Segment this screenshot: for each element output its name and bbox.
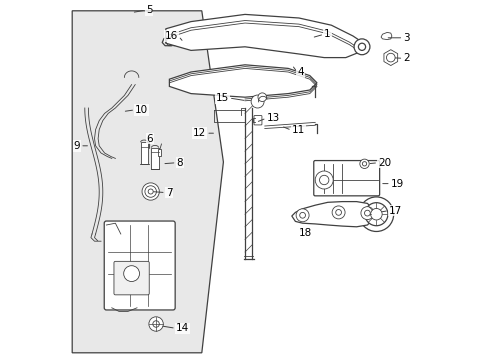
- Circle shape: [360, 159, 369, 168]
- Circle shape: [149, 317, 163, 331]
- Circle shape: [319, 175, 329, 185]
- Text: 3: 3: [403, 33, 410, 43]
- Text: 10: 10: [135, 105, 148, 115]
- Bar: [141, 142, 148, 164]
- Text: 9: 9: [74, 141, 80, 151]
- Text: 11: 11: [292, 125, 305, 135]
- Text: 19: 19: [391, 179, 404, 189]
- Circle shape: [363, 162, 367, 166]
- Circle shape: [300, 212, 305, 218]
- Text: 8: 8: [176, 158, 183, 168]
- Circle shape: [315, 171, 333, 189]
- Circle shape: [354, 39, 370, 55]
- Polygon shape: [72, 11, 223, 353]
- Circle shape: [153, 321, 159, 327]
- Polygon shape: [384, 50, 398, 66]
- FancyBboxPatch shape: [114, 261, 149, 295]
- Circle shape: [336, 210, 342, 215]
- Circle shape: [145, 186, 156, 197]
- Circle shape: [251, 95, 264, 108]
- Circle shape: [358, 43, 366, 50]
- Text: 2: 2: [403, 53, 410, 63]
- Circle shape: [359, 197, 393, 231]
- Text: 17: 17: [389, 206, 402, 216]
- Text: 20: 20: [378, 158, 392, 168]
- Circle shape: [370, 208, 382, 220]
- Text: 12: 12: [193, 128, 206, 138]
- Circle shape: [148, 189, 153, 194]
- Circle shape: [142, 183, 159, 200]
- FancyBboxPatch shape: [104, 221, 175, 310]
- Text: 5: 5: [146, 5, 152, 15]
- Text: 14: 14: [176, 323, 189, 333]
- Polygon shape: [166, 14, 364, 58]
- Text: 13: 13: [267, 113, 280, 123]
- Bar: [151, 148, 159, 169]
- Text: 6: 6: [147, 134, 153, 144]
- Circle shape: [258, 93, 267, 102]
- FancyBboxPatch shape: [314, 161, 380, 196]
- Text: 1: 1: [324, 29, 331, 39]
- Circle shape: [332, 206, 345, 219]
- Circle shape: [387, 53, 395, 62]
- Circle shape: [296, 209, 309, 222]
- Bar: [158, 149, 161, 156]
- Polygon shape: [292, 202, 373, 227]
- Polygon shape: [170, 65, 317, 97]
- Circle shape: [365, 210, 370, 216]
- Circle shape: [365, 203, 388, 226]
- Text: 7: 7: [166, 188, 172, 198]
- Text: 16: 16: [165, 31, 178, 41]
- FancyBboxPatch shape: [254, 116, 262, 125]
- Circle shape: [123, 266, 140, 282]
- Text: 4: 4: [297, 67, 304, 77]
- Text: 18: 18: [299, 228, 312, 238]
- Text: 15: 15: [216, 93, 229, 103]
- Polygon shape: [381, 32, 392, 40]
- Circle shape: [361, 207, 374, 220]
